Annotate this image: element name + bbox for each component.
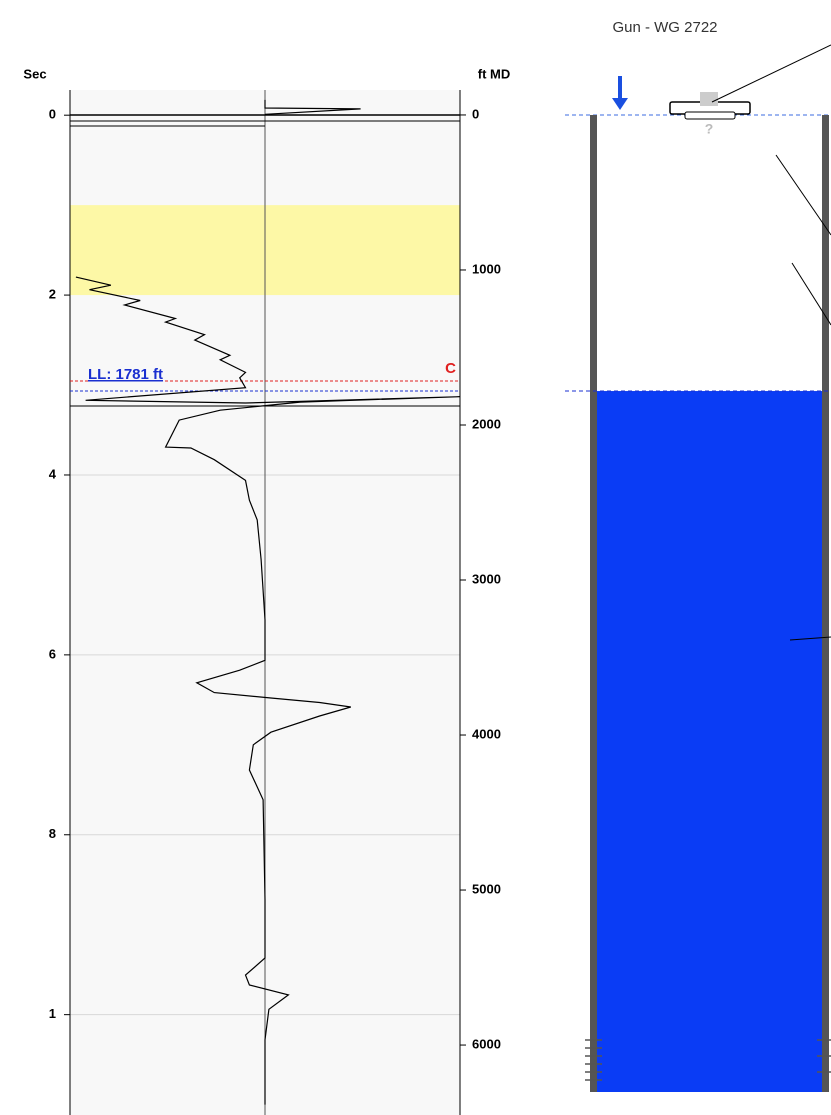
y2-tick-label: 0 — [472, 106, 479, 121]
y-tick-label: 1 — [49, 1006, 56, 1021]
y-tick-label: 6 — [49, 646, 56, 661]
unknown-icon: ? — [705, 121, 714, 137]
y2-tick-label: 6000 — [472, 1036, 501, 1051]
y-tick-label: 2 — [49, 287, 56, 302]
fluid-column — [597, 391, 822, 1092]
y2-tick-label: 3000 — [472, 571, 501, 586]
trace — [75, 276, 461, 1105]
gun-arrowhead — [612, 98, 628, 110]
y2-tick-label: 2000 — [472, 416, 501, 431]
y2-tick-label: 4000 — [472, 726, 501, 741]
leader-line — [789, 636, 831, 641]
level-label: LL: 1781 ft — [88, 366, 163, 383]
leader-line — [711, 44, 831, 103]
gun-label: Gun - WG 2722 — [612, 19, 717, 36]
y-tick-label: 0 — [49, 107, 56, 122]
collar-label: C — [445, 360, 456, 377]
leader-line — [775, 154, 831, 236]
y2-tick-label: 1000 — [472, 261, 501, 276]
gun-icon — [700, 92, 718, 106]
y-axis-label: Sec — [23, 66, 46, 81]
leader-line — [791, 262, 831, 326]
y-tick-label: 4 — [49, 466, 57, 481]
trace — [264, 99, 361, 115]
casing — [590, 115, 597, 1092]
y-tick-label: 8 — [49, 826, 56, 841]
casing — [822, 115, 829, 1092]
y2-tick-label: 5000 — [472, 881, 501, 896]
y2-axis-label: ft MD — [478, 66, 511, 81]
wellhead — [684, 111, 736, 120]
